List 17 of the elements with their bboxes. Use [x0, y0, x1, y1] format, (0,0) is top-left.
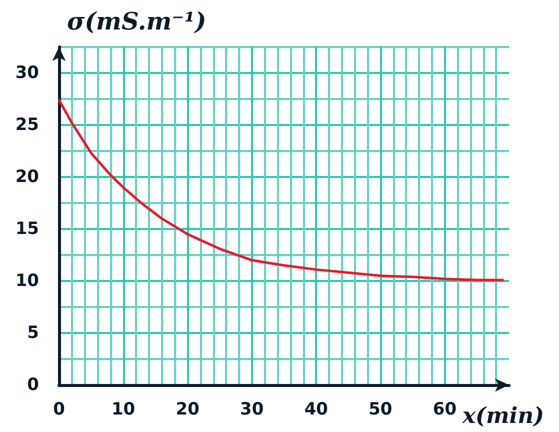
y-tick-label: 15 — [15, 219, 39, 239]
x-tick-label: 10 — [111, 400, 136, 420]
x-tick-label: 40 — [304, 400, 328, 420]
x-tick-label: 0 — [53, 400, 66, 420]
x-tick-label: 20 — [176, 400, 200, 420]
x-tick-label: 50 — [368, 400, 392, 420]
y-axis-title: σ(mS.m⁻¹) — [67, 6, 206, 36]
x-tick-label: 60 — [432, 400, 457, 420]
x-tick-label: 30 — [240, 400, 264, 420]
y-tick-label: 0 — [27, 375, 40, 395]
y-tick-label: 25 — [15, 115, 39, 135]
line-series — [58, 98, 504, 282]
y-tick-label: 20 — [15, 167, 40, 187]
y-tick-label: 30 — [15, 63, 40, 83]
y-tick-label: 10 — [15, 271, 40, 291]
y-tick-label: 5 — [27, 323, 39, 343]
x-axis-title: x(min) — [461, 403, 544, 429]
